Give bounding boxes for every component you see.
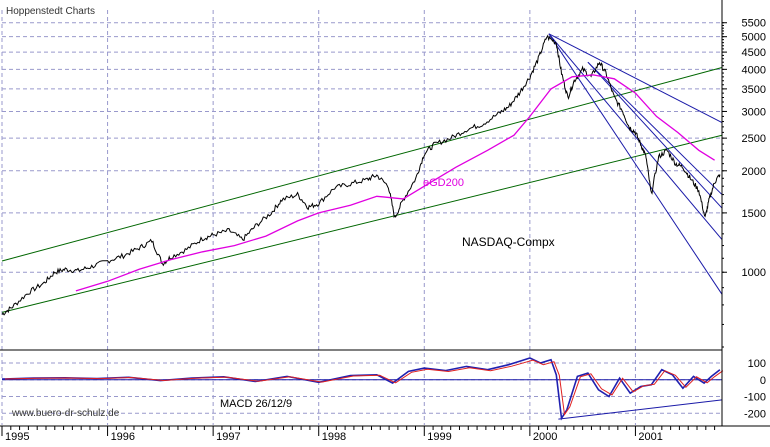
ema-line: [75, 74, 715, 292]
y-tick-label: 1000: [742, 267, 766, 279]
macd-y-tick-label: -200: [744, 408, 766, 420]
trend-line-down: [587, 61, 723, 209]
y-tick-label: 5500: [742, 18, 766, 30]
trend-line-down: [548, 33, 723, 240]
trend-line-down: [548, 33, 723, 124]
ema-label: eGD200: [423, 177, 464, 189]
trend-line-channel-lower: [1, 134, 723, 313]
macd-support-line: [558, 399, 723, 420]
x-tick-label: 1997: [216, 431, 240, 442]
tick-labels: 1000150020002500300035004000450050005500…: [5, 18, 766, 443]
macd-y-tick-label: -100: [744, 392, 766, 404]
x-tick-label: 1996: [111, 431, 135, 442]
trend-lines: [1, 33, 723, 313]
y-tick-label: 2500: [742, 133, 766, 145]
x-tick-label: 1998: [322, 431, 346, 442]
y-tick-label: 3500: [742, 84, 766, 96]
gridlines: [1, 10, 722, 425]
x-tick-label: 1999: [427, 431, 451, 442]
macd-y-tick-label: 0: [760, 375, 766, 387]
y-tick-label: 1500: [742, 208, 766, 220]
main-chart-title: NASDAQ-Compx: [462, 235, 555, 249]
macd-title: MACD 26/12/9: [220, 398, 292, 410]
x-tick-label: 1995: [5, 431, 29, 442]
axes: [0, 0, 770, 436]
website-label: www.buero-dr-schulz.de: [11, 408, 120, 419]
series-lines: [1, 34, 721, 316]
y-tick-label: 4500: [742, 47, 766, 59]
y-tick-label: 4000: [742, 64, 766, 76]
macd-panel: [1, 357, 724, 421]
trend-line-channel-upper: [1, 67, 723, 262]
price-line: [1, 34, 721, 316]
x-tick-label: 2000: [533, 431, 557, 442]
y-tick-label: 2000: [742, 166, 766, 178]
x-tick-label: 2001: [638, 431, 662, 442]
macd-y-tick-label: 100: [748, 358, 766, 370]
y-tick-label: 3000: [742, 106, 766, 118]
signal-line: [4, 359, 724, 416]
source-label: Hoppenstedt Charts: [6, 6, 95, 17]
y-tick-label: 5000: [742, 32, 766, 44]
